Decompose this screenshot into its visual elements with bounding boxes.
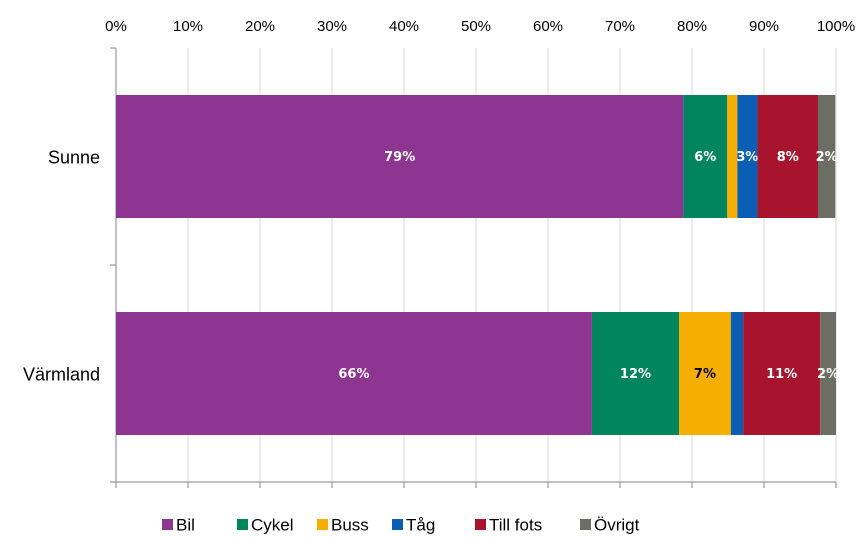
value-label: 2% (816, 150, 838, 165)
bar-segment (727, 95, 738, 218)
y-tick-label: Sunne (48, 147, 100, 167)
legend-swatch (580, 519, 591, 530)
legend-label: Till fots (489, 515, 542, 534)
value-label: 79% (384, 150, 415, 165)
x-tick-label: 50% (461, 18, 491, 35)
x-tick-label: 80% (677, 18, 707, 35)
x-tick-label: 70% (605, 18, 635, 35)
legend-label: Bil (176, 515, 195, 534)
legend-label: Övrigt (594, 515, 640, 534)
bar-segment (737, 95, 758, 218)
value-label: 11% (766, 367, 797, 382)
x-tick-label: 10% (173, 18, 203, 35)
value-label: 6% (694, 150, 716, 165)
legend-swatch (162, 519, 173, 530)
value-label: 2% (817, 367, 839, 382)
bar-segment (116, 312, 592, 435)
legend-swatch (317, 519, 328, 530)
bar-segment (591, 312, 680, 435)
bar-segment (730, 312, 744, 435)
legend-label: Cykel (251, 515, 294, 534)
x-tick-label: 0% (105, 18, 127, 35)
value-label: 7% (694, 367, 716, 382)
legend-label: Buss (331, 515, 369, 534)
bar-segment (820, 312, 836, 435)
x-tick-label: 90% (749, 18, 779, 35)
bar-segment (116, 95, 684, 218)
y-tick-label: Värmland (23, 364, 100, 384)
x-tick-label: 100% (817, 18, 855, 35)
bar-segment (743, 312, 821, 435)
legend-swatch (237, 519, 248, 530)
x-tick-label: 40% (389, 18, 419, 35)
x-tick-label: 20% (245, 18, 275, 35)
bar-segment (683, 95, 728, 218)
x-tick-label: 30% (317, 18, 347, 35)
value-label: 3% (736, 150, 758, 165)
bar-segment (757, 95, 818, 218)
legend-swatch (475, 519, 486, 530)
value-label: 12% (620, 367, 651, 382)
bar-segment (679, 312, 731, 435)
legend-swatch (392, 519, 403, 530)
value-label: 8% (777, 150, 799, 165)
legend-label: Tåg (406, 515, 435, 534)
bar-segment (818, 95, 836, 218)
value-label: 66% (338, 367, 369, 382)
x-tick-label: 60% (533, 18, 563, 35)
